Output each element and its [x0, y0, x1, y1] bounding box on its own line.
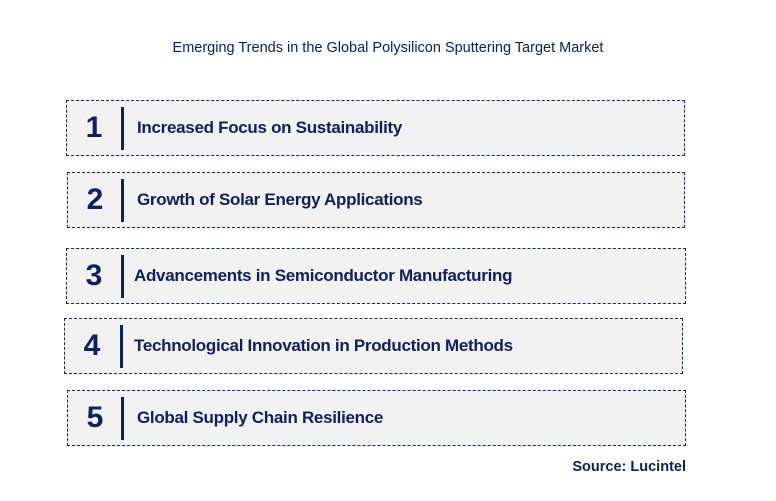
divider-bar [121, 107, 124, 150]
divider-bar [120, 325, 123, 368]
divider-bar [121, 255, 124, 298]
trend-number: 3 [85, 259, 103, 292]
trend-label: Growth of Solar Energy Applications [137, 190, 423, 209]
divider-bar [121, 179, 124, 222]
trend-label: Increased Focus on Sustainability [137, 118, 403, 137]
trend-number: 2 [86, 183, 104, 216]
trend-row-5: 5 Global Supply Chain Resilience [67, 390, 686, 446]
trend-number: 5 [86, 401, 104, 434]
trend-row-2: 2 Growth of Solar Energy Applications [67, 172, 685, 228]
trend-number: 1 [85, 111, 103, 144]
trend-row-4: 4 Technological Innovation in Production… [64, 318, 683, 374]
trend-number: 4 [83, 329, 101, 362]
trend-label: Technological Innovation in Production M… [134, 336, 513, 355]
trend-row-1: 1 Increased Focus on Sustainability [66, 100, 685, 156]
trend-label: Global Supply Chain Resilience [137, 408, 384, 427]
source-credit: Source: Lucintel [572, 459, 686, 475]
trend-label: Advancements in Semiconductor Manufactur… [134, 266, 513, 285]
trend-row-3: 3 Advancements in Semiconductor Manufact… [66, 248, 686, 304]
divider-bar [121, 397, 124, 440]
diagram-title: Emerging Trends in the Global Polysilico… [172, 40, 604, 56]
